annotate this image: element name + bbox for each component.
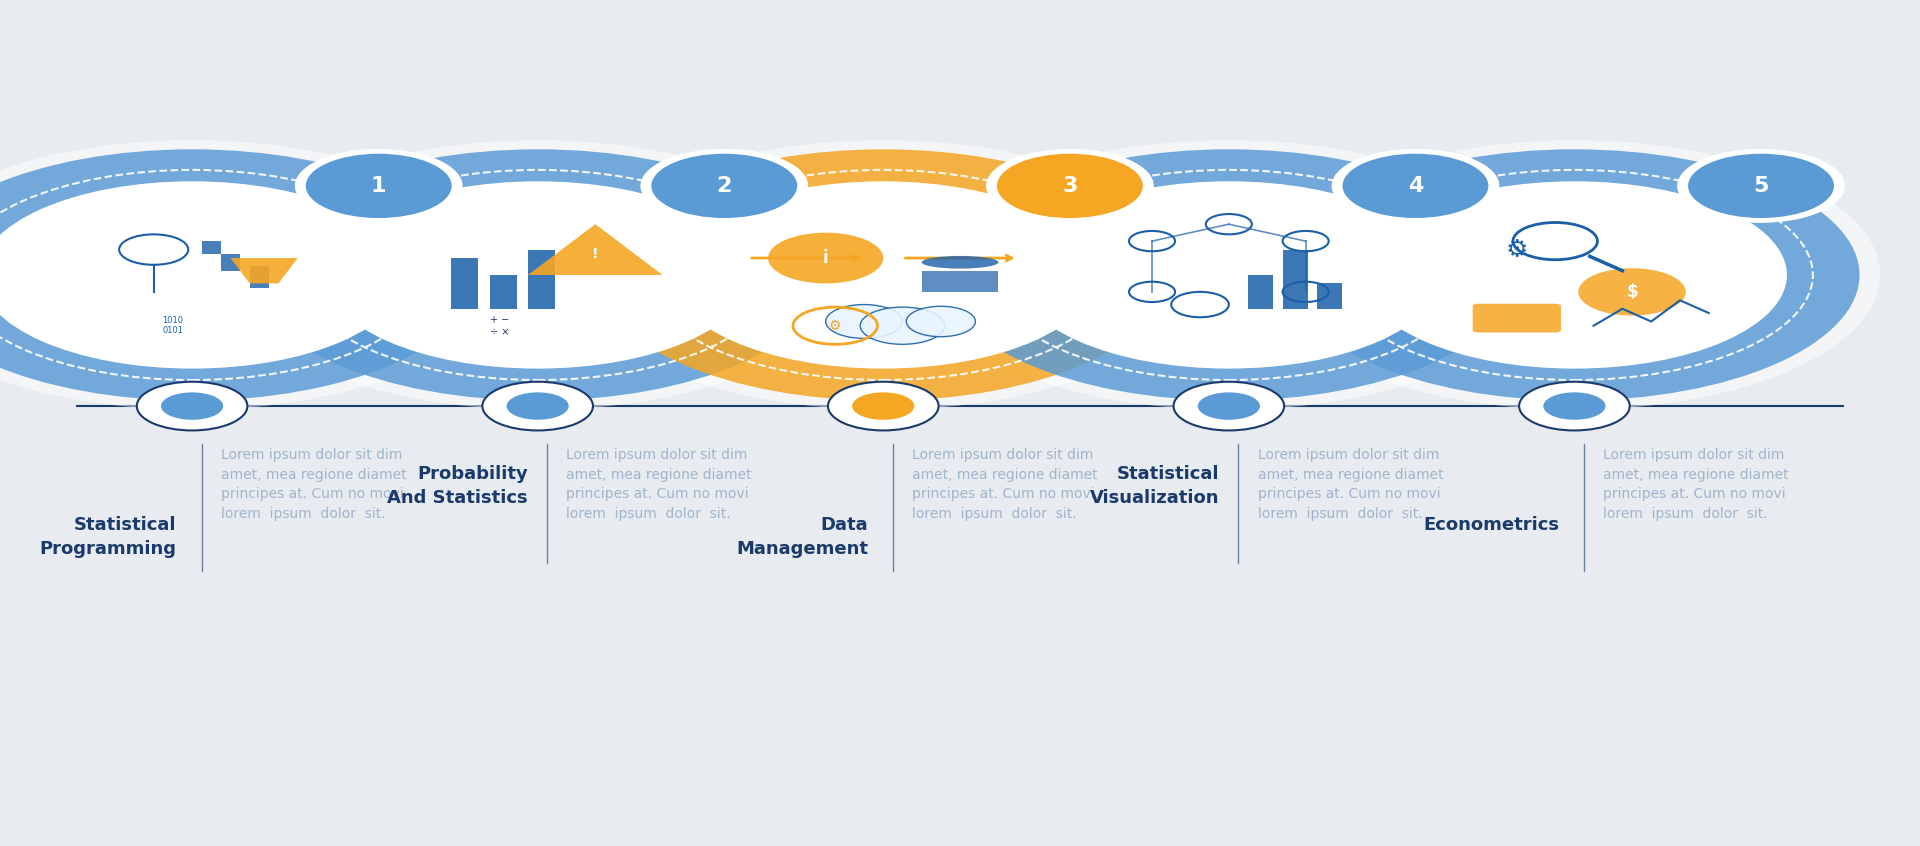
Circle shape [507,393,568,420]
Circle shape [136,382,248,431]
Circle shape [1198,393,1260,420]
Polygon shape [230,258,298,283]
Circle shape [1544,393,1605,420]
Text: + −
÷ ×: + − ÷ × [490,315,509,337]
Circle shape [232,140,843,409]
Text: 1010
0101: 1010 0101 [163,316,184,335]
Text: Lorem ipsum dolor sit dim
amet, mea regione diamet
principes at. Cum no movi
lor: Lorem ipsum dolor sit dim amet, mea regi… [1603,448,1789,521]
Circle shape [253,150,824,401]
FancyBboxPatch shape [451,258,478,309]
Circle shape [161,393,223,420]
Text: Lorem ipsum dolor sit dim
amet, mea regione diamet
principes at. Cum no movi
lor: Lorem ipsum dolor sit dim amet, mea regi… [912,448,1098,521]
Circle shape [1361,181,1788,369]
Circle shape [852,393,914,420]
FancyBboxPatch shape [1473,304,1561,332]
FancyBboxPatch shape [250,266,269,288]
Text: Econometrics: Econometrics [1423,516,1559,534]
Circle shape [670,181,1096,369]
Text: i: i [824,249,828,267]
FancyBboxPatch shape [490,275,516,309]
Circle shape [1269,140,1880,409]
Text: Statistical
Visualization: Statistical Visualization [1091,465,1219,507]
FancyBboxPatch shape [1317,283,1342,309]
Circle shape [924,140,1534,409]
Text: 5: 5 [1753,176,1768,196]
Circle shape [1519,382,1630,431]
Circle shape [305,154,451,218]
Text: Lorem ipsum dolor sit dim
amet, mea regione diamet
principes at. Cum no movi
lor: Lorem ipsum dolor sit dim amet, mea regi… [566,448,753,521]
Polygon shape [528,224,662,275]
Text: Data
Management: Data Management [735,516,868,558]
Text: 2: 2 [716,176,732,196]
Text: Lorem ipsum dolor sit dim
amet, mea regione diamet
principes at. Cum no movi
lor: Lorem ipsum dolor sit dim amet, mea regi… [1258,448,1444,521]
Circle shape [599,150,1169,401]
Text: 3: 3 [1062,176,1077,196]
Circle shape [0,150,478,401]
FancyBboxPatch shape [1248,275,1273,309]
Circle shape [1342,154,1488,218]
Circle shape [1016,181,1442,369]
Text: 4: 4 [1407,176,1423,196]
Circle shape [1173,382,1284,431]
Circle shape [945,150,1515,401]
Circle shape [828,382,939,431]
Text: !: ! [591,247,599,261]
Ellipse shape [922,255,998,269]
Text: 1: 1 [371,176,386,196]
Circle shape [768,233,883,283]
Circle shape [1290,150,1860,401]
FancyBboxPatch shape [1283,250,1308,309]
Circle shape [641,149,808,222]
Circle shape [987,149,1154,222]
Text: Statistical
Programming: Statistical Programming [40,516,177,558]
Circle shape [296,149,463,222]
FancyBboxPatch shape [221,254,240,271]
Circle shape [1688,154,1834,218]
Text: Probability
And Statistics: Probability And Statistics [388,465,528,507]
Text: Lorem ipsum dolor sit dim
amet, mea regione diamet
principes at. Cum no movi
lor: Lorem ipsum dolor sit dim amet, mea regi… [221,448,407,521]
Circle shape [1678,149,1845,222]
Circle shape [826,305,902,338]
Circle shape [578,140,1188,409]
Circle shape [651,154,797,218]
Circle shape [1578,268,1686,316]
Circle shape [0,181,405,369]
Circle shape [906,306,975,337]
Circle shape [482,382,593,431]
Circle shape [996,154,1142,218]
Circle shape [324,181,751,369]
Circle shape [1332,149,1500,222]
Text: $: $ [1626,283,1638,301]
Text: ⚙: ⚙ [829,319,841,332]
Circle shape [0,140,497,409]
FancyBboxPatch shape [922,271,998,292]
FancyBboxPatch shape [528,250,555,309]
FancyBboxPatch shape [202,241,221,254]
Circle shape [860,307,945,344]
Text: ⚙: ⚙ [1505,238,1528,261]
